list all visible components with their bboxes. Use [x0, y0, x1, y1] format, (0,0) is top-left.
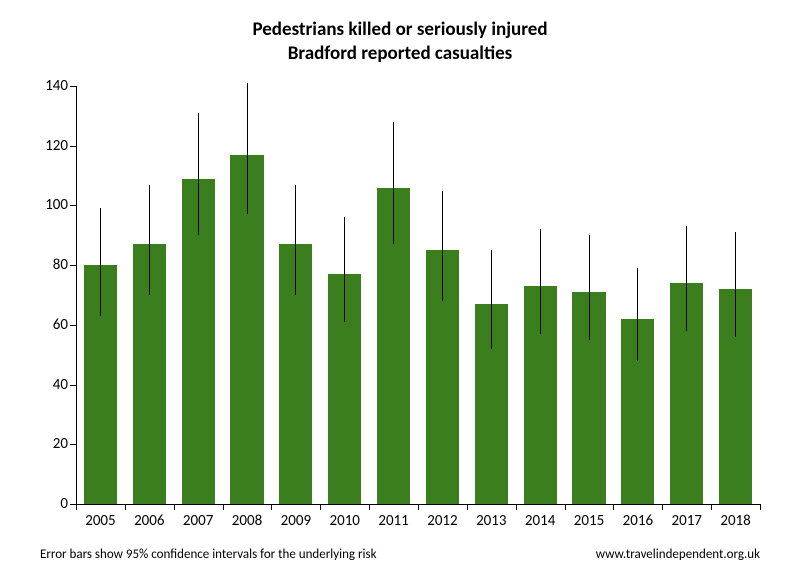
error-bar	[686, 226, 687, 331]
x-tick-mark	[174, 504, 175, 510]
y-tick-label: 120	[45, 137, 76, 155]
x-tick-label: 2017	[671, 504, 701, 530]
error-bar	[344, 217, 345, 322]
x-tick-mark	[613, 504, 614, 510]
x-tick-label: 2018	[720, 504, 750, 530]
x-tick-mark	[760, 504, 761, 510]
error-bar	[540, 229, 541, 334]
x-tick-mark	[565, 504, 566, 510]
error-bar	[100, 208, 101, 315]
y-tick-label: 60	[53, 316, 76, 334]
title-line-2: Bradford reported casualties	[288, 42, 513, 65]
x-tick-mark	[125, 504, 126, 510]
y-tick-label: 140	[45, 77, 76, 95]
x-tick-label: 2015	[574, 504, 604, 530]
error-bar	[198, 113, 199, 235]
x-tick-mark	[662, 504, 663, 510]
error-bar	[295, 185, 296, 295]
x-tick-mark	[320, 504, 321, 510]
error-bar	[149, 185, 150, 295]
x-tick-label: 2008	[232, 504, 262, 530]
footer-source: www.travelindependent.org.uk	[596, 547, 760, 562]
x-tick-label: 2013	[476, 504, 506, 530]
error-bar	[491, 250, 492, 349]
error-bar	[589, 235, 590, 340]
x-tick-mark	[369, 504, 370, 510]
x-tick-label: 2011	[378, 504, 408, 530]
x-tick-mark	[418, 504, 419, 510]
x-tick-label: 2016	[623, 504, 653, 530]
error-bar	[637, 268, 638, 361]
title-line-1: Pedestrians killed or seriously injured	[252, 18, 547, 41]
x-tick-mark	[271, 504, 272, 510]
chart-title: Pedestrians killed or seriously injured …	[0, 18, 800, 66]
y-tick-label: 0	[60, 495, 76, 513]
error-bar	[247, 83, 248, 214]
x-tick-label: 2009	[281, 504, 311, 530]
x-tick-mark	[711, 504, 712, 510]
x-tick-label: 2012	[427, 504, 457, 530]
y-tick-label: 20	[53, 435, 76, 453]
y-axis-line	[76, 86, 77, 504]
x-tick-mark	[467, 504, 468, 510]
x-tick-label: 2006	[134, 504, 164, 530]
x-tick-mark	[516, 504, 517, 510]
error-bar	[442, 191, 443, 301]
chart-container: Pedestrians killed or seriously injured …	[0, 0, 800, 580]
x-tick-label: 2007	[183, 504, 213, 530]
x-tick-label: 2014	[525, 504, 555, 530]
error-bar	[735, 232, 736, 337]
error-bar	[393, 122, 394, 244]
x-tick-label: 2010	[329, 504, 359, 530]
y-tick-label: 100	[45, 196, 76, 214]
x-tick-mark	[223, 504, 224, 510]
x-tick-mark	[76, 504, 77, 510]
footer-note: Error bars show 95% confidence intervals…	[40, 547, 377, 562]
x-tick-label: 2005	[85, 504, 115, 530]
plot-area: 0204060801001201402005200620072008200920…	[76, 86, 760, 504]
y-tick-label: 40	[53, 376, 76, 394]
y-tick-label: 80	[53, 256, 76, 274]
